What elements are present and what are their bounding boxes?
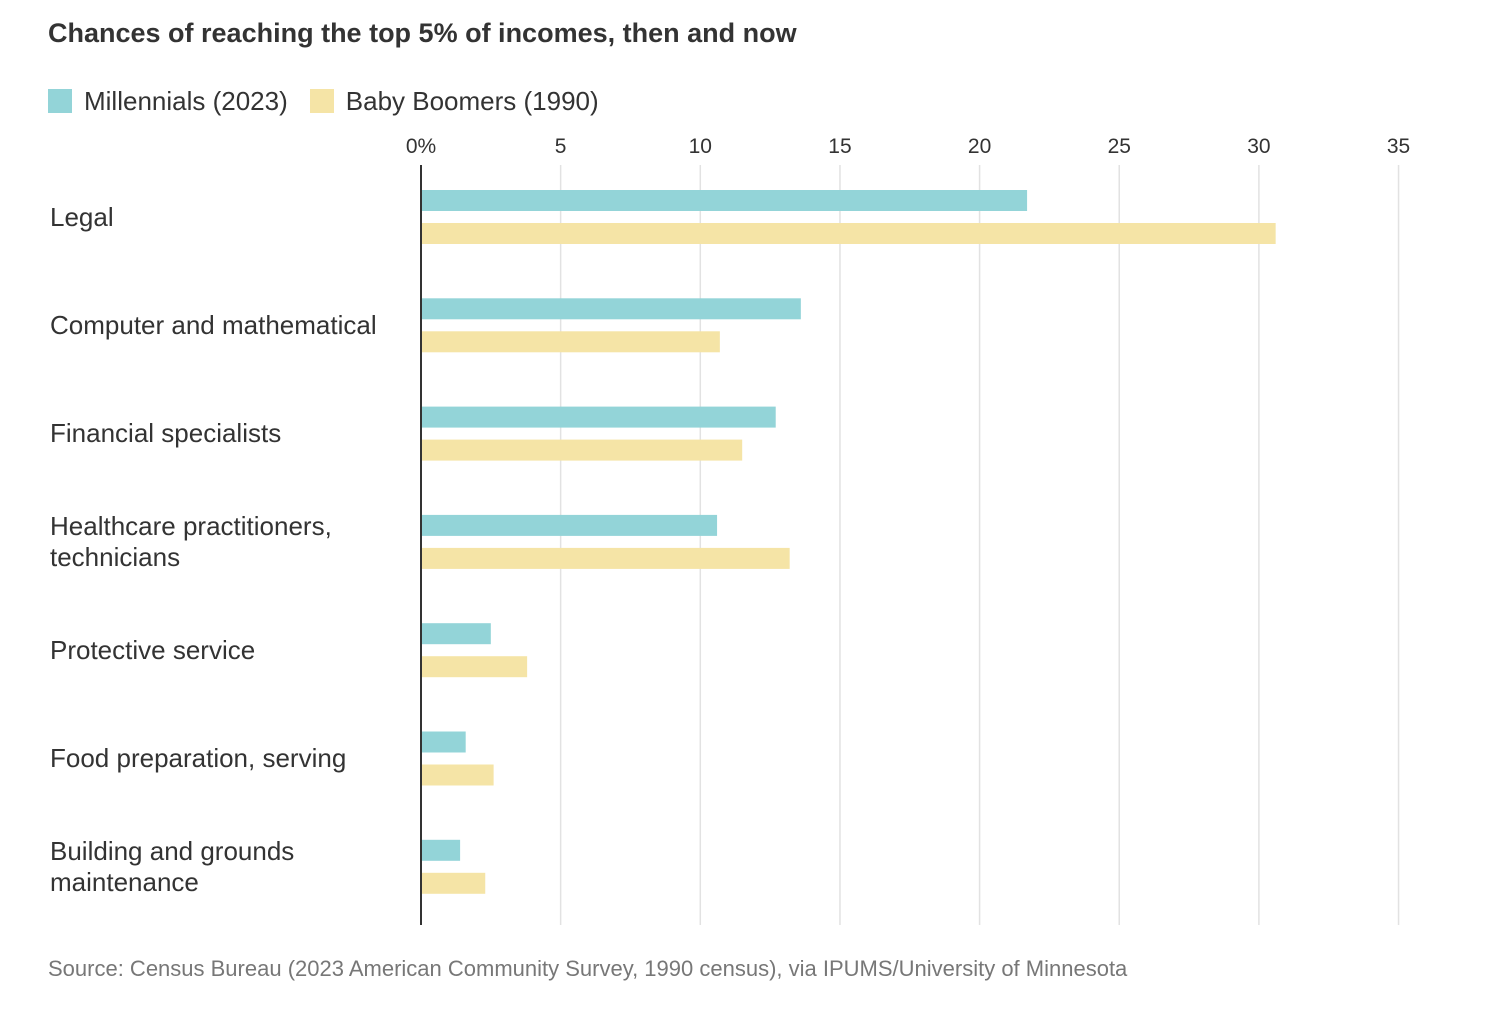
x-tick-label: 20 [968,135,991,158]
bar-baby-boomers-2 [421,439,743,461]
chart-title: Chances of reaching the top 5% of income… [48,18,797,48]
bar-baby-boomers-4 [421,656,528,678]
bar-baby-boomers-6 [421,872,486,894]
bar-baby-boomers-1 [421,331,720,353]
category-label: Protective service [50,634,256,665]
bar-millennials-5 [421,731,466,753]
category-label: Healthcare practitioners, technicians [50,510,332,572]
category-label: Computer and mathematical [50,309,377,340]
legend-item-baby-boomers: Baby Boomers (1990) [309,85,599,117]
bar-millennials-1 [421,298,801,320]
legend-label-millennials: Millennials (2023) [84,85,288,116]
bar-baby-boomers-3 [421,547,790,569]
bar-baby-boomers-5 [421,764,494,786]
chart-legend: Millennials (2023) Baby Boomers (1990) [48,86,621,116]
category-label: Food preparation, serving [50,743,347,773]
x-tick-label: 5 [555,135,567,158]
x-tick-label: 10 [689,135,712,158]
legend-swatch-millennials [48,89,72,113]
x-tick-label: 0% [406,135,436,158]
bar-millennials-4 [421,623,491,645]
bar-millennials-0 [421,190,1028,211]
legend-swatch-baby-boomers [309,89,334,113]
category-label: Building and grounds maintenance [50,835,295,897]
legend-label-baby-boomers: Baby Boomers (1990) [345,85,599,116]
bar-millennials-2 [421,406,776,428]
legend-item-millennials: Millennials (2023) [48,86,288,117]
source-note: Source: Census Bureau (2023 American Com… [48,956,1128,981]
category-label: Legal [50,201,114,232]
x-tick-label: 15 [828,135,851,158]
x-tick-label: 25 [1108,135,1131,158]
category-label: Financial specialists [50,418,282,449]
bar-baby-boomers-0 [421,223,1276,244]
x-tick-label: 30 [1247,135,1270,158]
bar-millennials-3 [421,514,718,536]
x-tick-label: 35 [1387,135,1410,158]
bar-millennials-6 [421,839,461,861]
